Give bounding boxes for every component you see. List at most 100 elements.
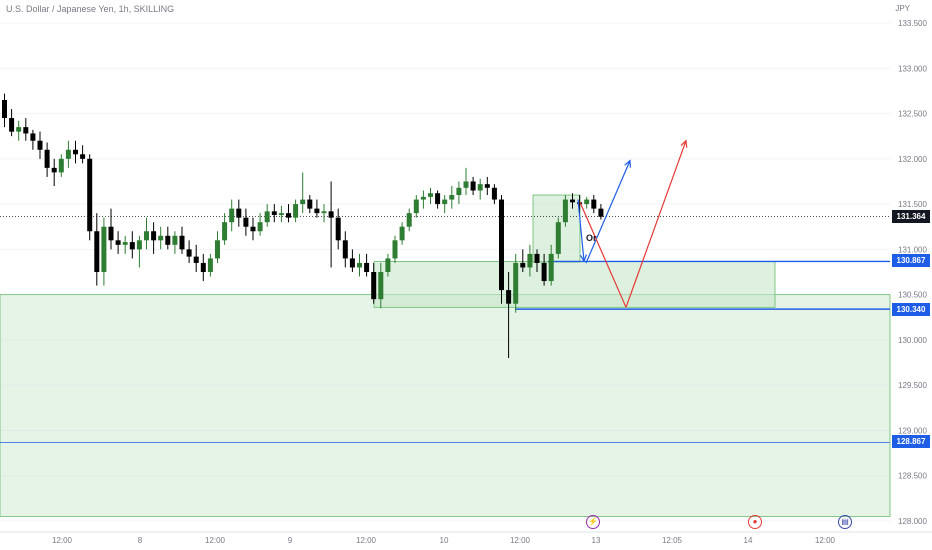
- candle-body: [506, 290, 512, 304]
- y-axis-tick: 130.000: [898, 336, 927, 345]
- y-axis-tick: 133.500: [898, 19, 927, 28]
- blue-projection-arrow-head: [624, 159, 631, 168]
- candle-body: [222, 222, 228, 241]
- demand-zone: [0, 294, 891, 517]
- candle-body: [584, 199, 590, 205]
- demand-zone: [373, 261, 776, 308]
- candle-body: [364, 262, 370, 272]
- candle-body: [101, 226, 107, 272]
- x-axis-tick: 12:00: [510, 536, 531, 545]
- candle-body: [435, 193, 441, 205]
- candle-body: [548, 253, 554, 282]
- candle-body: [477, 184, 483, 191]
- red-projection-arrow: [625, 140, 687, 308]
- candle-body: [122, 242, 128, 245]
- y-axis-tick: 132.500: [898, 110, 927, 119]
- level-price-tag-2: 130.340: [892, 303, 930, 316]
- candle-body: [413, 199, 419, 214]
- x-axis-tick: 14: [744, 536, 753, 545]
- candle-body: [207, 258, 213, 272]
- candle-body: [378, 272, 384, 300]
- red-projection-line: [579, 202, 627, 308]
- blue-projection-arrow-head: [579, 254, 587, 263]
- candle-body: [271, 211, 277, 215]
- candle-body: [420, 196, 426, 200]
- candle-body: [577, 202, 583, 205]
- candle-body: [307, 199, 313, 209]
- current-price-tag: 131.364: [892, 210, 930, 223]
- candle-body: [129, 242, 135, 250]
- candle-body: [499, 199, 504, 291]
- candle-body: [58, 158, 64, 173]
- candle-body: [385, 258, 391, 272]
- candle-body: [349, 258, 355, 268]
- candle-body: [200, 262, 206, 272]
- level-price-tag-3: 128.867: [892, 435, 930, 448]
- candle-body: [321, 211, 327, 214]
- candle-body: [186, 249, 192, 257]
- candle-body: [357, 262, 362, 268]
- y-axis-tick: 128.500: [898, 472, 927, 481]
- y-axis-tick: 133.000: [898, 64, 927, 73]
- x-axis-tick: 12:00: [815, 536, 836, 545]
- candle-body: [534, 253, 540, 263]
- candle-body: [484, 184, 490, 188]
- candle-body: [87, 158, 93, 232]
- candle-body: [30, 133, 36, 141]
- candle-body: [250, 226, 256, 232]
- candle-body: [491, 187, 497, 200]
- candle-body: [165, 235, 171, 245]
- candle-body: [193, 256, 199, 263]
- candle-body: [65, 149, 71, 159]
- candle-body: [541, 262, 547, 282]
- candle-body: [37, 140, 43, 150]
- candle-body: [428, 193, 433, 197]
- candle-body: [520, 262, 526, 268]
- candle-body: [2, 99, 7, 119]
- symbol-title: U.S. Dollar / Japanese Yen, 1h, SKILLING: [6, 4, 175, 14]
- candle-body: [527, 253, 533, 268]
- candle-body: [23, 127, 29, 134]
- candle-body: [73, 149, 78, 155]
- x-axis-tick: 8: [138, 536, 143, 545]
- candle-body: [144, 231, 149, 241]
- candle-body: [470, 181, 476, 191]
- x-axis-tick: 12:05: [662, 536, 683, 545]
- x-axis-tick: 12:00: [356, 536, 377, 545]
- candle-body: [257, 222, 263, 232]
- candle-body: [456, 187, 462, 196]
- candle-body: [293, 204, 299, 218]
- lightning-event-icon[interactable]: ⚡: [586, 515, 600, 529]
- candle-body: [562, 199, 568, 223]
- candle-body: [243, 217, 249, 227]
- y-axis-tick: 128.000: [898, 517, 927, 526]
- candle-body: [151, 231, 157, 241]
- or-annotation: Or: [586, 233, 597, 243]
- candle-body: [264, 211, 270, 223]
- candle-body: [229, 208, 235, 223]
- candle-body: [328, 211, 334, 218]
- candle-body: [9, 118, 15, 132]
- y-axis-tick: 131.500: [898, 200, 927, 209]
- candle-body: [335, 217, 341, 241]
- candle-body: [44, 149, 50, 168]
- candle-body: [286, 213, 291, 218]
- candle-body: [598, 208, 604, 217]
- y-axis-tick: 130.500: [898, 291, 927, 300]
- us-flag-event-icon[interactable]: ▤: [838, 515, 852, 529]
- candle-body: [172, 235, 178, 245]
- y-axis-tick: 131.000: [898, 245, 927, 254]
- candle-body: [406, 213, 412, 227]
- candle-body: [463, 181, 469, 188]
- currency-label: JPY: [895, 4, 910, 13]
- candle-body: [80, 154, 86, 159]
- candle-body: [314, 208, 320, 214]
- candle-body: [449, 195, 455, 200]
- record-event-icon[interactable]: ●: [748, 515, 762, 529]
- candle-body: [51, 167, 57, 173]
- candle-body: [158, 235, 164, 241]
- y-axis-tick: 132.000: [898, 155, 927, 164]
- candle-body: [94, 231, 100, 272]
- candle-body: [115, 240, 121, 245]
